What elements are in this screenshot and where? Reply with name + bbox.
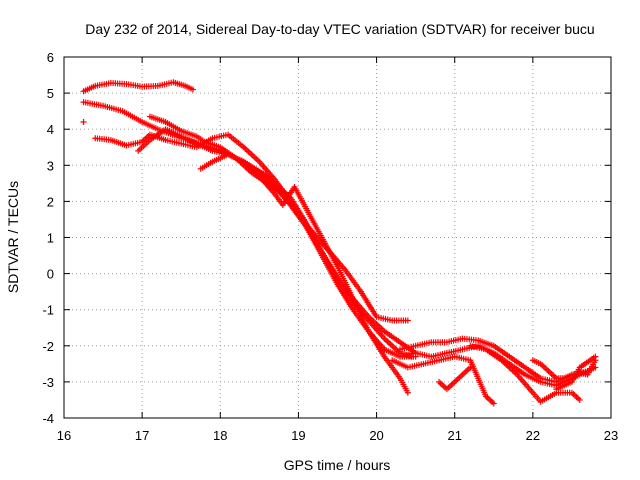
x-tick-label: 21 [447, 428, 461, 443]
data-point [592, 353, 599, 360]
series-arc-a [80, 79, 196, 95]
y-tick-label: -1 [42, 303, 54, 318]
y-tick-label: 5 [47, 86, 54, 101]
series-arc-j [436, 364, 474, 393]
data-point [404, 317, 411, 324]
y-tick-label: 4 [47, 122, 54, 137]
data-point [404, 389, 411, 396]
series-arc-f [197, 151, 411, 396]
data-point [490, 400, 497, 407]
series-outlier [80, 118, 87, 125]
data-point [189, 86, 196, 93]
x-tick-label: 23 [604, 428, 618, 443]
data-points [80, 79, 599, 407]
x-tick-label: 22 [526, 428, 540, 443]
x-tick-label: 16 [57, 428, 71, 443]
series-arc-k [467, 342, 583, 405]
y-tick-label: 3 [47, 158, 54, 173]
y-tick-label: 2 [47, 194, 54, 209]
series-arc-g [397, 335, 591, 385]
x-tick-label: 19 [291, 428, 305, 443]
data-point [592, 364, 599, 371]
y-axis-label: SDTVAR / TECUs [5, 181, 21, 293]
y-tick-label: 0 [47, 267, 54, 282]
x-tick-label: 17 [135, 428, 149, 443]
x-tick-label: 18 [213, 428, 227, 443]
grid [64, 57, 611, 418]
y-tick-label: 6 [47, 50, 54, 65]
y-tick-label: -4 [42, 411, 54, 426]
data-point [80, 118, 87, 125]
series-arc-i [389, 353, 497, 407]
chart-title: Day 232 of 2014, Sidereal Day-to-day VTE… [85, 21, 594, 37]
series-arc-m [553, 353, 599, 393]
data-point [576, 396, 583, 403]
data-point [467, 364, 474, 371]
y-tick-label: -2 [42, 339, 54, 354]
y-tick-label: -3 [42, 375, 54, 390]
y-tick-label: 1 [47, 231, 54, 246]
x-tick-label: 20 [369, 428, 383, 443]
x-axis-label: GPS time / hours [284, 457, 391, 473]
